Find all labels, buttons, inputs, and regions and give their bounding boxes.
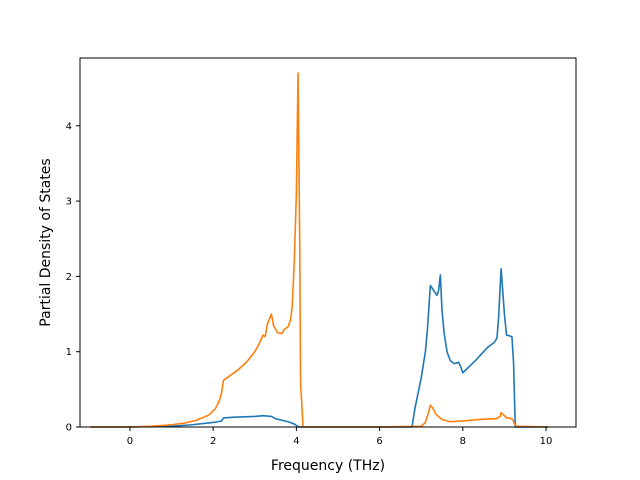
x-tick-label: 0 bbox=[127, 436, 133, 447]
y-tick-label: 4 bbox=[66, 121, 72, 132]
series-layer bbox=[90, 72, 549, 428]
x-tick-label: 6 bbox=[376, 436, 382, 447]
x-axis-label: Frequency (THz) bbox=[271, 458, 385, 474]
y-tick-label: 1 bbox=[66, 347, 72, 358]
x-tick-label: 4 bbox=[293, 436, 299, 447]
axes-frame bbox=[79, 57, 577, 428]
x-tick-label: 8 bbox=[460, 436, 466, 447]
plot-area: 0 2 4 6 8 10 0 1 2 3 4 bbox=[66, 57, 577, 447]
x-tick-label: 2 bbox=[210, 436, 216, 447]
y-tick-label: 2 bbox=[66, 272, 72, 283]
y-tick-label: 3 bbox=[66, 197, 72, 208]
y-axis-label: Partial Density of States bbox=[38, 158, 54, 326]
y-axis-ticks: 0 1 2 3 4 bbox=[66, 121, 80, 434]
series-line-1 bbox=[90, 268, 549, 428]
x-tick-label: 10 bbox=[540, 436, 553, 447]
x-axis-ticks: 0 2 4 6 8 10 bbox=[127, 427, 553, 447]
series-line-2 bbox=[90, 72, 549, 428]
y-tick-label: 0 bbox=[66, 423, 72, 434]
